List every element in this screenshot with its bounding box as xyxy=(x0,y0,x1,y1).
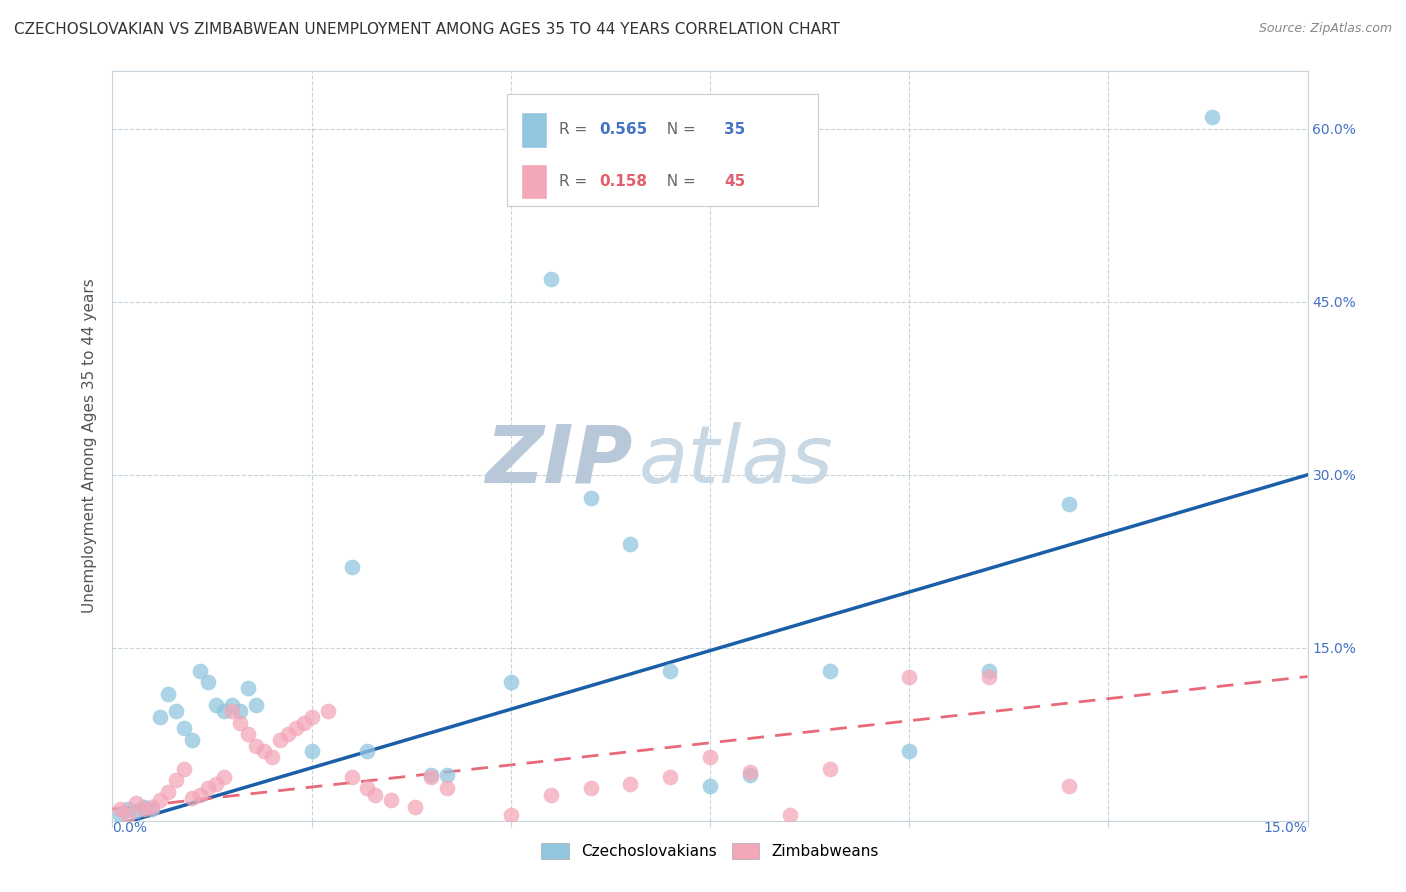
Point xyxy=(149,793,172,807)
Point xyxy=(110,808,132,822)
Point xyxy=(197,675,219,690)
Point xyxy=(253,744,276,758)
Text: 35: 35 xyxy=(724,122,745,137)
Text: 45: 45 xyxy=(724,174,745,189)
Point xyxy=(540,789,562,803)
Point xyxy=(245,698,267,713)
Point xyxy=(212,770,235,784)
Point xyxy=(499,808,522,822)
Text: atlas: atlas xyxy=(638,422,834,500)
Point xyxy=(165,704,187,718)
Point xyxy=(356,781,378,796)
Point xyxy=(316,704,339,718)
Bar xyxy=(522,112,547,148)
Point xyxy=(229,715,252,730)
Point xyxy=(779,808,801,822)
Point xyxy=(364,789,387,803)
Point xyxy=(141,799,163,814)
Y-axis label: Unemployment Among Ages 35 to 44 years: Unemployment Among Ages 35 to 44 years xyxy=(82,278,97,614)
Point xyxy=(699,779,721,793)
Point xyxy=(125,797,148,811)
Point xyxy=(277,727,299,741)
Text: R =: R = xyxy=(560,174,592,189)
Point xyxy=(173,762,195,776)
Point xyxy=(188,664,211,678)
Point xyxy=(141,802,163,816)
Point xyxy=(818,664,841,678)
Point xyxy=(260,750,283,764)
Point xyxy=(898,669,921,683)
Point xyxy=(173,722,195,736)
Point xyxy=(292,715,315,730)
Point xyxy=(197,781,219,796)
Point xyxy=(818,762,841,776)
Point xyxy=(245,739,267,753)
Point xyxy=(117,808,139,822)
Point xyxy=(340,770,363,784)
Point xyxy=(1057,497,1080,511)
Point xyxy=(499,675,522,690)
Point xyxy=(212,704,235,718)
Point xyxy=(404,799,426,814)
Point xyxy=(157,687,180,701)
Point xyxy=(340,560,363,574)
Text: 0.565: 0.565 xyxy=(599,122,647,137)
Text: ZIP: ZIP xyxy=(485,422,633,500)
Legend: Czechoslovakians, Zimbabweans: Czechoslovakians, Zimbabweans xyxy=(536,838,884,865)
Point xyxy=(659,664,682,678)
Point xyxy=(436,767,458,781)
Point xyxy=(284,722,307,736)
Point xyxy=(579,781,602,796)
Point xyxy=(619,537,641,551)
Point xyxy=(117,802,139,816)
Point xyxy=(205,777,228,791)
Point xyxy=(134,799,156,814)
Point xyxy=(420,767,443,781)
Point xyxy=(738,767,761,781)
Point xyxy=(1201,111,1223,125)
Point xyxy=(188,789,211,803)
Point xyxy=(236,681,259,695)
Point xyxy=(380,793,402,807)
Point xyxy=(221,704,243,718)
Point xyxy=(134,802,156,816)
Point xyxy=(181,790,204,805)
Point xyxy=(205,698,228,713)
Point xyxy=(436,781,458,796)
Point xyxy=(149,710,172,724)
Point xyxy=(221,698,243,713)
Bar xyxy=(522,163,547,200)
Point xyxy=(738,765,761,780)
Point xyxy=(229,704,252,718)
Point xyxy=(110,802,132,816)
Point xyxy=(157,785,180,799)
Text: 0.158: 0.158 xyxy=(599,174,647,189)
Point xyxy=(125,805,148,819)
Point xyxy=(659,770,682,784)
Point xyxy=(269,733,291,747)
FancyBboxPatch shape xyxy=(508,94,818,206)
Text: N =: N = xyxy=(658,174,702,189)
Point xyxy=(236,727,259,741)
Point xyxy=(301,710,323,724)
Point xyxy=(977,664,1000,678)
Point xyxy=(181,733,204,747)
Point xyxy=(619,777,641,791)
Point xyxy=(356,744,378,758)
Point xyxy=(540,272,562,286)
Text: CZECHOSLOVAKIAN VS ZIMBABWEAN UNEMPLOYMENT AMONG AGES 35 TO 44 YEARS CORRELATION: CZECHOSLOVAKIAN VS ZIMBABWEAN UNEMPLOYME… xyxy=(14,22,839,37)
Text: Source: ZipAtlas.com: Source: ZipAtlas.com xyxy=(1258,22,1392,36)
Point xyxy=(898,744,921,758)
Point xyxy=(977,669,1000,683)
Point xyxy=(1057,779,1080,793)
Point xyxy=(699,750,721,764)
Point xyxy=(579,491,602,505)
Text: R =: R = xyxy=(560,122,592,137)
Point xyxy=(420,770,443,784)
Text: 0.0%: 0.0% xyxy=(112,821,148,835)
Point xyxy=(301,744,323,758)
Point xyxy=(165,773,187,788)
Text: 15.0%: 15.0% xyxy=(1264,821,1308,835)
Text: N =: N = xyxy=(658,122,702,137)
